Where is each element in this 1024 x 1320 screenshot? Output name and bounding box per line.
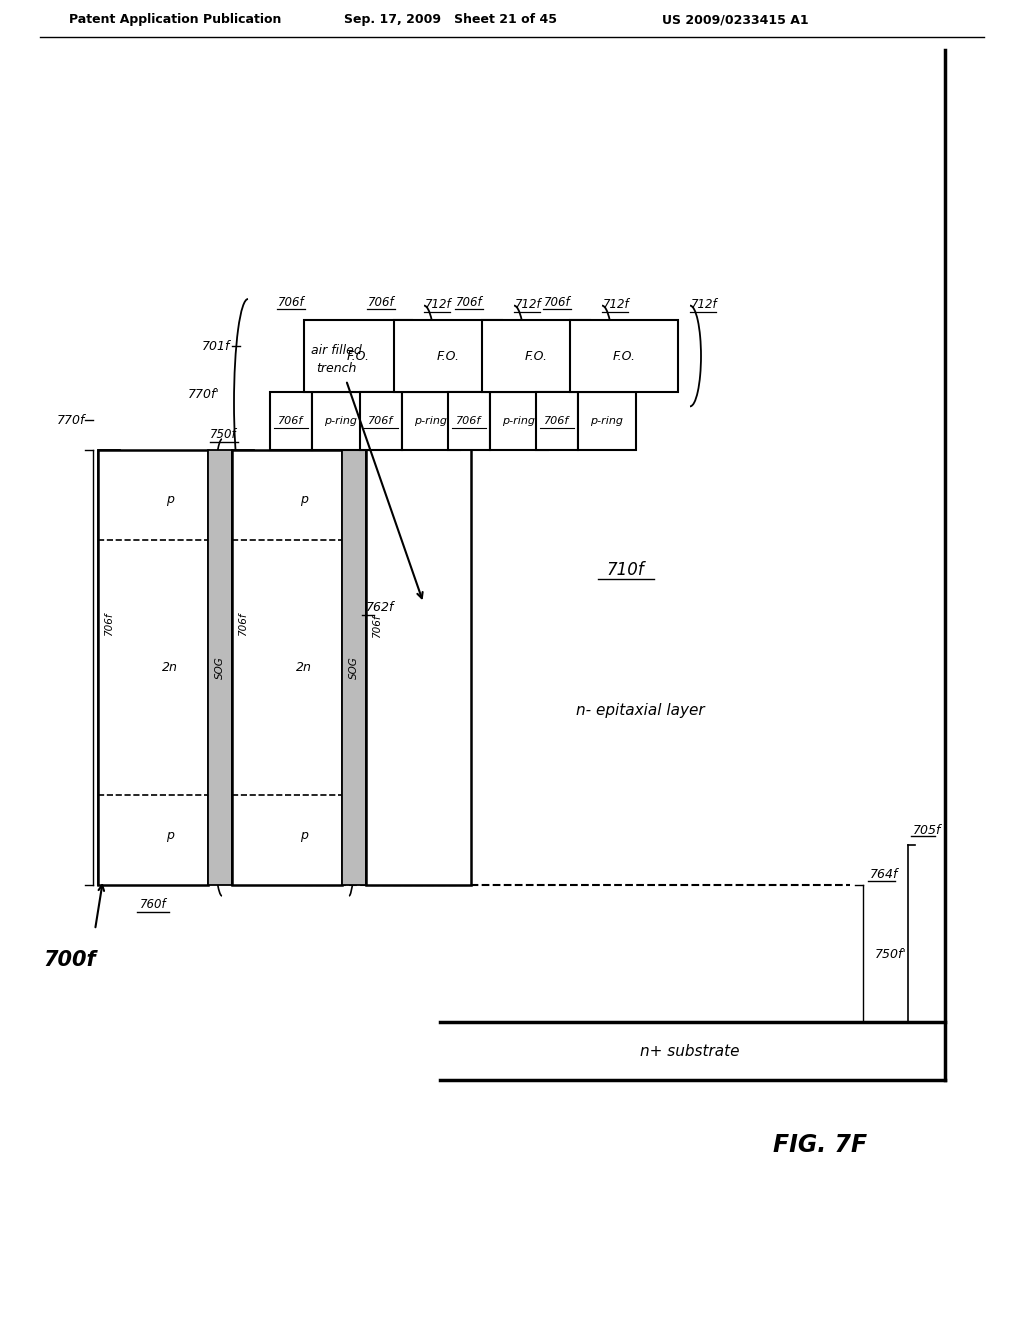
Bar — [232, 450, 342, 884]
Text: p: p — [166, 494, 173, 507]
Text: trench: trench — [315, 362, 356, 375]
Text: 706f: 706f — [456, 296, 482, 309]
Text: FIG. 7F: FIG. 7F — [773, 1133, 867, 1158]
Text: F.O.: F.O. — [436, 350, 460, 363]
Bar — [366, 414, 388, 884]
Text: p-ring: p-ring — [503, 416, 536, 426]
Bar — [208, 450, 232, 884]
Text: 701f: 701f — [202, 339, 230, 352]
Bar — [482, 319, 590, 392]
Text: US 2009/0233415 A1: US 2009/0233415 A1 — [662, 13, 808, 26]
Text: 750f': 750f' — [874, 949, 906, 961]
Text: n- epitaxial layer: n- epitaxial layer — [575, 702, 705, 718]
Text: F.O.: F.O. — [524, 350, 548, 363]
Bar — [98, 450, 120, 884]
Text: 770f: 770f — [56, 413, 85, 426]
Text: 706f: 706f — [279, 416, 304, 426]
Text: p: p — [166, 829, 173, 842]
Bar — [490, 392, 548, 450]
Bar — [394, 319, 502, 392]
Text: SOG: SOG — [215, 656, 225, 678]
Bar — [270, 392, 312, 450]
Bar — [578, 392, 636, 450]
Text: 760f: 760f — [139, 899, 166, 912]
Text: 2n: 2n — [296, 661, 311, 675]
Text: 705f: 705f — [913, 824, 941, 837]
Text: 706f: 706f — [544, 296, 570, 309]
Text: 706f: 706f — [278, 296, 304, 309]
Text: 706f: 706f — [368, 296, 394, 309]
Text: 750f: 750f — [210, 429, 237, 441]
Text: 712f: 712f — [690, 298, 718, 312]
Bar — [304, 319, 412, 392]
Text: p: p — [300, 494, 307, 507]
Text: 764f: 764f — [870, 869, 898, 882]
Text: 710f: 710f — [606, 561, 644, 579]
Bar — [536, 392, 578, 450]
Text: F.O.: F.O. — [346, 350, 370, 363]
Bar — [360, 392, 402, 450]
Text: air filled: air filled — [310, 343, 361, 356]
Text: p: p — [300, 829, 307, 842]
Text: Patent Application Publication: Patent Application Publication — [69, 13, 282, 26]
Text: F.O.: F.O. — [612, 350, 636, 363]
Text: 706f: 706f — [372, 615, 382, 639]
Text: 712f: 712f — [515, 298, 542, 312]
Bar — [312, 392, 370, 450]
Text: 700f: 700f — [44, 950, 96, 970]
Text: 762f: 762f — [366, 601, 394, 614]
Text: 770f': 770f' — [188, 388, 220, 401]
Text: n+ substrate: n+ substrate — [640, 1044, 739, 1060]
Bar — [402, 392, 460, 450]
Bar — [98, 450, 208, 884]
Text: 712f: 712f — [603, 298, 630, 312]
Bar — [570, 319, 678, 392]
Text: 706f: 706f — [104, 612, 114, 636]
Text: 706f: 706f — [545, 416, 569, 426]
Bar — [232, 450, 254, 884]
Text: 706f: 706f — [369, 416, 393, 426]
Text: 706f: 706f — [238, 612, 248, 636]
Text: 712f: 712f — [425, 298, 452, 312]
Text: p-ring: p-ring — [415, 416, 447, 426]
Text: Sep. 17, 2009   Sheet 21 of 45: Sep. 17, 2009 Sheet 21 of 45 — [343, 13, 556, 26]
Bar — [449, 392, 490, 450]
Text: 2n: 2n — [162, 661, 177, 675]
Text: 706f: 706f — [457, 416, 481, 426]
Bar — [366, 414, 471, 884]
Text: p-ring: p-ring — [325, 416, 357, 426]
Bar — [342, 450, 366, 884]
Text: p-ring: p-ring — [591, 416, 624, 426]
Text: SOG: SOG — [349, 656, 359, 678]
